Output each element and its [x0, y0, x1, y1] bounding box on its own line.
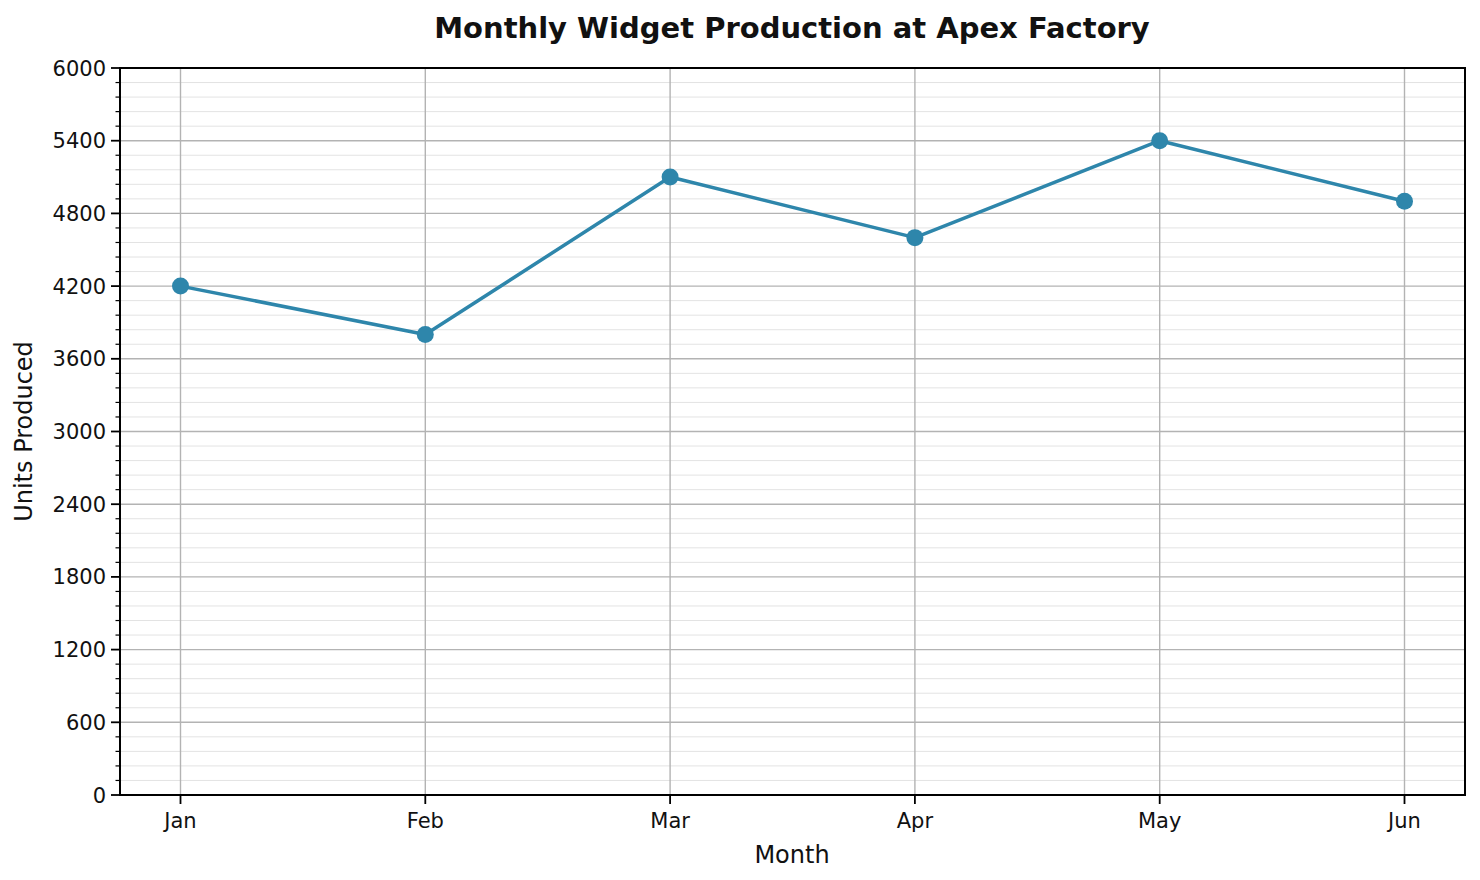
- data-point-marker: [417, 326, 434, 343]
- data-point-marker: [906, 229, 923, 246]
- x-tick-label: Mar: [650, 809, 690, 833]
- x-tick-label: Feb: [407, 809, 444, 833]
- x-tick-label: Jun: [1386, 809, 1421, 833]
- x-tick-label: Apr: [897, 809, 934, 833]
- line-chart: 0 600 1200 1800 2400 3000 3600 4200 4800 5400 6000…: [0, 0, 1480, 880]
- x-tick-label: May: [1138, 809, 1181, 833]
- chart-figure: 0 600 1200 1800 2400 3000 3600 4200 4800 5400 6000…: [0, 0, 1480, 880]
- y-tick-label: 1200: [53, 638, 106, 662]
- y-axis-label: Units Produced: [10, 341, 38, 522]
- y-tick-label: 5400: [53, 129, 106, 153]
- data-series: [172, 132, 1413, 343]
- chart-title: Monthly Widget Production at Apex Factor…: [434, 11, 1150, 45]
- y-tick-label: 4200: [53, 275, 106, 299]
- y-tick-label: 4800: [53, 202, 106, 226]
- tick-labels: 0 600 1200 1800 2400 3000 3600 4200 4800 5400 6000…: [53, 57, 1421, 834]
- data-point-marker: [662, 169, 679, 186]
- major-gridlines: [120, 68, 1465, 795]
- x-tick-label: Jan: [162, 809, 196, 833]
- y-tick-label: 3600: [53, 347, 106, 371]
- data-point-marker: [1151, 132, 1168, 149]
- x-axis-label: Month: [754, 841, 829, 869]
- data-point-marker: [172, 278, 189, 295]
- y-tick-label: 0: [93, 784, 106, 808]
- y-tick-label: 3000: [53, 420, 106, 444]
- y-tick-label: 2400: [53, 493, 106, 517]
- y-tick-label: 600: [66, 711, 106, 735]
- y-tick-label: 6000: [53, 57, 106, 81]
- y-tick-label: 1800: [53, 565, 106, 589]
- data-point-marker: [1396, 193, 1413, 210]
